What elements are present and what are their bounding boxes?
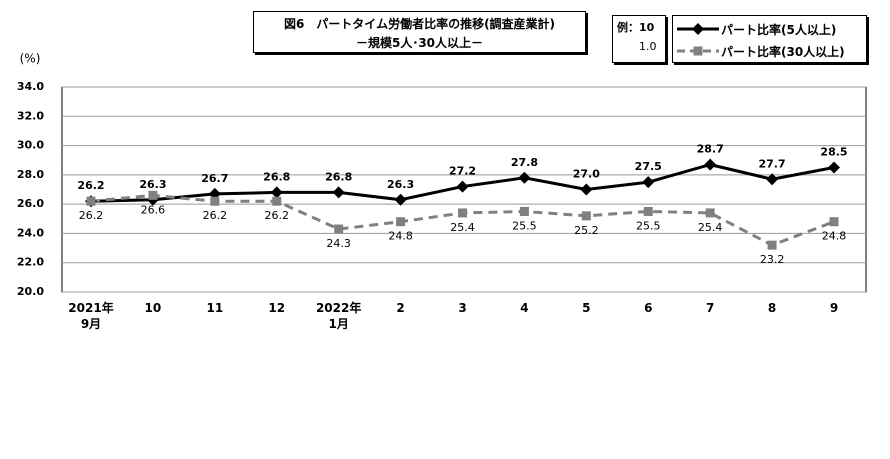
chart-title: 図6 パートタイム労働者比率の推移(調査産業計) xyxy=(283,17,556,31)
data-label: 28.5 xyxy=(820,146,847,159)
x-tick-label: 7 xyxy=(705,301,715,315)
data-label: 26.8 xyxy=(325,170,352,183)
data-label: 23.2 xyxy=(760,253,785,266)
x-tick-label: 6 xyxy=(644,301,653,315)
marker xyxy=(396,217,406,227)
y-tick-label: 34.0 xyxy=(17,80,44,93)
data-label: 27.0 xyxy=(573,168,600,181)
title-box: 図6 パートタイム労働者比率の推移(調査産業計) －規模5人･30人以上－ xyxy=(253,11,586,53)
y-tick-label: 20.0 xyxy=(17,285,44,298)
marker xyxy=(766,173,779,186)
marker xyxy=(210,196,220,206)
marker xyxy=(704,158,717,171)
data-label: 24.8 xyxy=(822,230,847,243)
data-label: 26.3 xyxy=(387,178,414,191)
y-tick-label: 26.0 xyxy=(17,197,44,210)
marker xyxy=(581,211,591,221)
marker xyxy=(394,193,407,206)
marker xyxy=(642,176,655,189)
data-label: 26.2 xyxy=(79,209,104,222)
data-label: 24.3 xyxy=(326,237,351,250)
marker xyxy=(829,217,839,227)
data-label: 25.4 xyxy=(450,221,475,234)
chart-subtitle: －規模5人･30人以上－ xyxy=(355,36,484,50)
marker xyxy=(332,186,345,199)
x-tick-label: 11 xyxy=(206,301,224,315)
data-label: 26.3 xyxy=(139,178,166,191)
x-tick-label: 3 xyxy=(458,301,467,315)
x-tick-label: 8 xyxy=(767,301,777,315)
marker xyxy=(518,171,531,184)
marker xyxy=(692,23,704,35)
x-tick-label: 5 xyxy=(582,301,591,315)
marker xyxy=(458,208,467,218)
data-label: 26.2 xyxy=(203,209,228,222)
data-label: 25.4 xyxy=(698,221,723,234)
y-tick-label: 30.0 xyxy=(17,139,44,152)
x-tick-label: 12 xyxy=(268,301,286,315)
x-tick-label: 2021年 9月 xyxy=(68,301,114,331)
note-line: 例：10 xyxy=(617,21,655,34)
legend-swatch xyxy=(677,46,719,56)
marker xyxy=(828,161,840,174)
data-label: 28.7 xyxy=(697,143,724,156)
marker xyxy=(270,186,283,199)
marker xyxy=(519,206,529,216)
data-label: 27.8 xyxy=(511,156,538,169)
x-tick-label: 2022年 1月 xyxy=(315,301,362,331)
data-label: 26.6 xyxy=(141,203,166,216)
y-tick-label: 22.0 xyxy=(17,256,44,269)
x-tick-label: 4 xyxy=(520,301,529,315)
x-tick-label: 2 xyxy=(396,301,405,315)
x-tick-label: 9 xyxy=(829,301,839,315)
data-label: 27.5 xyxy=(635,160,662,173)
data-label: 25.2 xyxy=(574,224,599,237)
marker xyxy=(767,240,777,250)
y-tick-label: 28.0 xyxy=(17,168,44,181)
y-axis-label: (%) xyxy=(20,52,41,66)
data-label: 26.8 xyxy=(263,170,290,183)
legend: パート比率(5人以上) パート比率(30人以上) xyxy=(672,15,867,63)
marker xyxy=(693,46,703,56)
x-tick-label: 10 xyxy=(144,301,162,315)
marker xyxy=(643,206,653,216)
data-label: 26.2 xyxy=(77,179,104,192)
legend-entry: パート比率(30人以上) xyxy=(673,41,866,61)
data-label: 24.8 xyxy=(388,230,413,243)
marker xyxy=(86,196,96,206)
data-label: 27.7 xyxy=(759,157,786,170)
marker xyxy=(272,196,282,206)
marker xyxy=(148,190,158,200)
marker xyxy=(456,180,469,193)
y-tick-label: 24.0 xyxy=(17,226,44,239)
data-label: 25.5 xyxy=(636,219,661,232)
data-label: 26.7 xyxy=(201,172,228,185)
data-label: 26.2 xyxy=(265,209,290,222)
legend-label: パート比率(30人以上) xyxy=(721,45,845,59)
y-tick-label: 32.0 xyxy=(17,109,44,122)
marker xyxy=(334,224,344,234)
legend-label: パート比率(5人以上) xyxy=(721,23,837,37)
marker xyxy=(705,208,715,218)
note-line: 1.0 xyxy=(639,40,657,53)
data-label: 25.5 xyxy=(512,219,537,232)
legend-entry: パート比率(5人以上) xyxy=(673,19,866,39)
data-label: 27.2 xyxy=(449,165,476,178)
legend-swatch xyxy=(677,23,719,35)
legend-note: 例：10 1.0 xyxy=(612,15,666,63)
marker xyxy=(580,183,593,196)
